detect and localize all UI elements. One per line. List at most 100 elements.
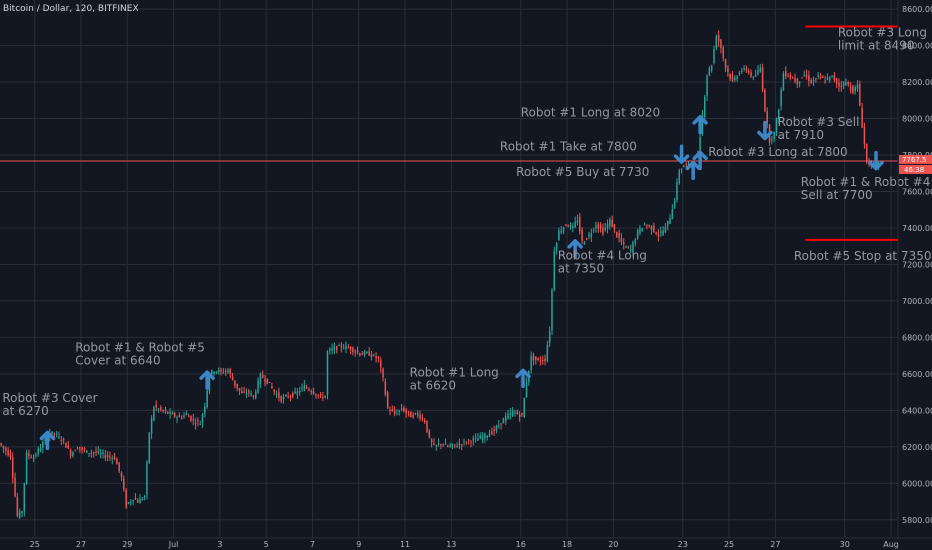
candle-body: [155, 404, 157, 408]
candle-body: [426, 420, 428, 433]
candle-body: [845, 81, 847, 86]
arrow-head: [567, 239, 583, 249]
price-axis[interactable]: 5800.00 6000.00 6200.00 6400.00 6600.00 6800.…: [902, 5, 932, 525]
candle-body: [419, 414, 421, 419]
x-tick-label: 25: [30, 540, 40, 549]
candle-body: [241, 391, 243, 394]
candle-body: [109, 456, 111, 458]
candle-body: [750, 72, 752, 77]
candle-body: [734, 77, 736, 80]
candle-body: [655, 232, 657, 235]
candle-body: [715, 36, 718, 48]
candle-body: [463, 440, 465, 442]
candle-body: [329, 349, 331, 352]
candle-body: [699, 137, 701, 154]
candle-body: [412, 414, 414, 418]
arrow-head: [757, 130, 773, 141]
candle-body: [120, 472, 123, 478]
candle-body: [808, 75, 810, 82]
candle-body: [801, 77, 803, 79]
candle-body: [717, 34, 720, 42]
annotation-text: Robot #3 Long limit at 8490: [838, 25, 927, 52]
candle-body: [403, 407, 405, 412]
candle-body: [375, 356, 377, 359]
candle-body: [583, 241, 586, 245]
candle-body: [99, 453, 102, 455]
candle-body: [486, 435, 488, 438]
candle-body: [294, 391, 296, 394]
annotation-line: Robot #1 & Robot #5: [75, 340, 205, 354]
candle-body: [28, 453, 30, 456]
candle-body: [42, 441, 44, 448]
arrow-head: [868, 160, 884, 171]
candle-body: [595, 225, 597, 228]
candle-body: [835, 78, 838, 84]
candle-body: [474, 437, 477, 439]
candle-body: [842, 81, 845, 86]
candle-body: [611, 219, 613, 228]
candle-body: [741, 71, 743, 73]
candle-body: [745, 68, 748, 71]
y-tick-label: 6200.00: [902, 443, 932, 452]
time-axis[interactable]: 25 27 29 Jul 3 5 7 9 11 13 16 18 20 23 25 27 30 Aug: [30, 540, 899, 549]
candle-body: [794, 77, 796, 82]
candle-body: [130, 501, 132, 503]
candle-body: [220, 369, 222, 372]
candle-body: [345, 345, 347, 349]
candle-body: [280, 396, 282, 402]
annotation-text: Robot #3 Long at 7800: [708, 145, 847, 159]
x-tick-label: 7: [310, 540, 315, 549]
candle-body: [447, 445, 449, 447]
candle-body: [544, 358, 546, 362]
candle-body: [16, 496, 19, 516]
candle-body: [710, 65, 713, 71]
candle-body: [37, 448, 39, 455]
annotation-text: Robot #4 Long at 7350: [558, 248, 647, 275]
annotation-line: at 7350: [558, 261, 604, 275]
candle-body: [213, 371, 215, 374]
candle-body: [752, 76, 755, 78]
candle-body: [373, 354, 375, 356]
candle-body: [495, 426, 498, 431]
candle-body: [134, 498, 137, 500]
candle-body: [338, 344, 340, 346]
candle-body: [92, 452, 95, 454]
arrow-head: [692, 115, 708, 125]
candle-body: [208, 374, 211, 392]
candle-body: [840, 85, 843, 87]
x-tick-label: 30: [840, 540, 850, 549]
y-tick-label: 6600.00: [902, 370, 932, 379]
candle-body: [516, 411, 519, 415]
annotation-line: at 6270: [2, 404, 48, 418]
candle-body: [257, 380, 259, 393]
y-tick-label: 7600.00: [902, 187, 932, 196]
candle-body: [58, 436, 60, 438]
candle-body: [484, 433, 486, 439]
candle-body: [558, 230, 560, 241]
candle-body: [685, 164, 687, 166]
candle-body: [641, 228, 644, 232]
candle-body: [481, 436, 484, 440]
candle-body: [604, 227, 606, 231]
candle-body: [405, 410, 407, 413]
candle-body: [238, 388, 241, 391]
candle-body: [650, 225, 653, 230]
candle-body: [553, 251, 556, 290]
candle-body: [771, 138, 773, 141]
candle-body: [572, 225, 574, 229]
candle-body: [782, 73, 785, 91]
candle-body: [646, 225, 648, 227]
candle-body: [597, 224, 600, 229]
signal-arrows: [39, 115, 884, 451]
candle-body: [199, 423, 201, 425]
arrow-head: [685, 160, 701, 171]
candle-body: [736, 76, 738, 79]
y-tick-label: 7000.00: [902, 297, 932, 306]
candle-body: [562, 227, 565, 232]
candle-body: [11, 457, 14, 479]
candle-body: [676, 182, 678, 201]
candle-body: [167, 411, 169, 414]
candle-body: [815, 78, 817, 80]
candle-body: [636, 229, 639, 239]
